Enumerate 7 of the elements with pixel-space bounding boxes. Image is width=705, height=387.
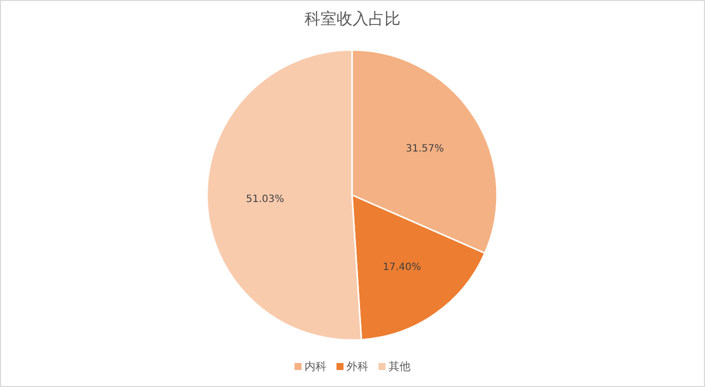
legend-label: 其他 xyxy=(388,360,410,373)
data-label: 51.03% xyxy=(246,194,284,205)
legend-label: 外科 xyxy=(346,360,368,373)
chart-title: 科室收入占比 xyxy=(304,9,400,28)
legend-label: 内科 xyxy=(304,360,326,373)
data-label: 31.57% xyxy=(406,143,444,154)
data-label: 17.40% xyxy=(382,262,422,274)
